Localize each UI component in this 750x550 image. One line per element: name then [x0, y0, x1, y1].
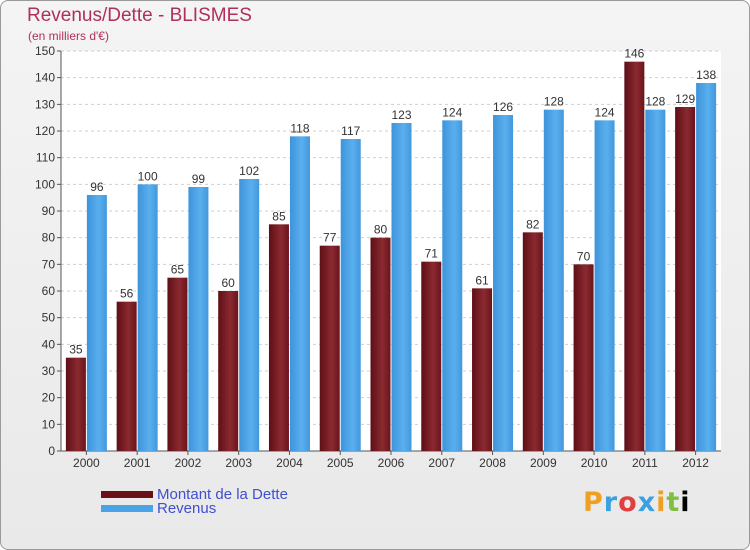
bar-dette	[675, 107, 696, 451]
bar-dette-value-label: 85	[272, 209, 286, 223]
bar-revenus	[493, 115, 514, 451]
bar-revenus	[86, 195, 107, 451]
bar-revenus	[289, 136, 310, 452]
bar-dette-value-label: 71	[425, 247, 439, 261]
bar-revenus-value-label: 123	[391, 108, 411, 122]
bar-revenus-value-label: 128	[544, 95, 564, 109]
bar-revenus-value-label: 118	[290, 121, 309, 135]
bar-dette	[472, 288, 493, 451]
y-tick-label: 30	[42, 364, 56, 378]
bar-revenus	[696, 83, 717, 451]
bar-revenus-value-label: 126	[493, 100, 513, 114]
bar-dette	[167, 277, 188, 451]
bar-revenus	[188, 187, 209, 451]
y-tick-label: 70	[42, 257, 56, 271]
legend-item-dette: Montant de la Dette	[101, 485, 288, 503]
bar-dette-value-label: 35	[69, 343, 83, 357]
y-tick-label: 10	[42, 417, 56, 431]
bar-dette-value-label: 70	[577, 249, 591, 263]
bar-revenus-value-label: 124	[442, 105, 462, 119]
x-tick-label: 2002	[175, 456, 202, 470]
y-tick-label: 120	[35, 124, 55, 138]
bar-dette	[268, 224, 289, 451]
x-tick-label: 2012	[682, 456, 709, 470]
x-tick-label: 2004	[276, 456, 303, 470]
bar-dette-value-label: 61	[475, 273, 489, 287]
bar-dette-value-label: 60	[222, 276, 236, 290]
bar-revenus	[239, 179, 260, 451]
y-tick-label: 140	[35, 71, 55, 85]
bar-dette	[624, 61, 645, 452]
x-tick-label: 2011	[632, 456, 658, 470]
bar-revenus-value-label: 128	[645, 95, 665, 109]
bar-dette-value-label: 77	[323, 231, 337, 245]
y-tick-label: 90	[42, 204, 56, 218]
chart-title: Revenus/Dette - BLISMES	[27, 5, 252, 26]
y-tick-label: 50	[42, 311, 56, 325]
bar-revenus-value-label: 96	[90, 180, 104, 194]
legend-label-dette: Montant de la Dette	[157, 485, 288, 503]
bar-dette	[319, 245, 340, 451]
bar-revenus	[645, 109, 666, 452]
bar-revenus-value-label: 124	[595, 105, 615, 119]
bar-revenus-value-label: 117	[341, 124, 360, 138]
y-tick-label: 40	[42, 337, 56, 351]
bar-dette	[370, 237, 391, 451]
y-tick-label: 0	[48, 444, 55, 458]
bar-revenus	[340, 139, 361, 451]
y-tick-label: 130	[35, 97, 55, 111]
x-tick-label: 2003	[225, 456, 252, 470]
x-tick-label: 2010	[581, 456, 608, 470]
bar-revenus-value-label: 102	[239, 164, 259, 178]
x-tick-label: 2001	[124, 456, 151, 470]
bar-dette-value-label: 129	[675, 92, 695, 106]
bar-revenus	[594, 120, 615, 451]
legend-swatch-revenus	[101, 504, 153, 512]
x-tick-label: 2006	[378, 456, 405, 470]
bar-dette	[116, 301, 137, 451]
bar-dette-value-label: 56	[120, 287, 134, 301]
bar-dette-value-label: 146	[624, 47, 644, 61]
bar-revenus-value-label: 99	[192, 172, 206, 186]
legend-label-revenus: Revenus	[157, 499, 217, 517]
y-tick-label: 20	[42, 391, 56, 405]
y-tick-label: 60	[42, 284, 56, 298]
bar-revenus	[391, 123, 412, 451]
bar-dette-value-label: 82	[526, 217, 540, 231]
bar-dette-value-label: 65	[171, 263, 185, 277]
bar-revenus	[442, 120, 463, 451]
x-tick-label: 2005	[327, 456, 354, 470]
y-tick-label: 100	[35, 177, 55, 191]
legend-item-revenus: Revenus	[101, 499, 288, 517]
bar-revenus-value-label: 138	[696, 68, 716, 82]
bar-dette-value-label: 80	[374, 223, 388, 237]
proxiti-logo: Proxiti	[583, 487, 691, 518]
y-tick-label: 150	[35, 44, 55, 58]
bar-dette	[522, 232, 543, 451]
bar-revenus-value-label: 100	[138, 169, 158, 183]
chart-legend: Montant de la Dette Revenus	[101, 485, 288, 517]
legend-swatch-dette	[101, 490, 153, 498]
chart-subtitle: (en milliers d'€)	[28, 29, 109, 43]
y-tick-label: 110	[36, 151, 55, 165]
x-tick-label: 2008	[479, 456, 506, 470]
x-tick-label: 2000	[73, 456, 100, 470]
bar-dette	[421, 261, 442, 451]
bar-revenus	[137, 184, 158, 452]
bar-dette	[65, 357, 86, 451]
x-tick-label: 2009	[530, 456, 557, 470]
x-tick-label: 2007	[428, 456, 455, 470]
bar-dette	[573, 264, 594, 451]
y-tick-label: 80	[42, 231, 56, 245]
bar-revenus	[543, 109, 564, 452]
bar-dette	[218, 291, 239, 451]
